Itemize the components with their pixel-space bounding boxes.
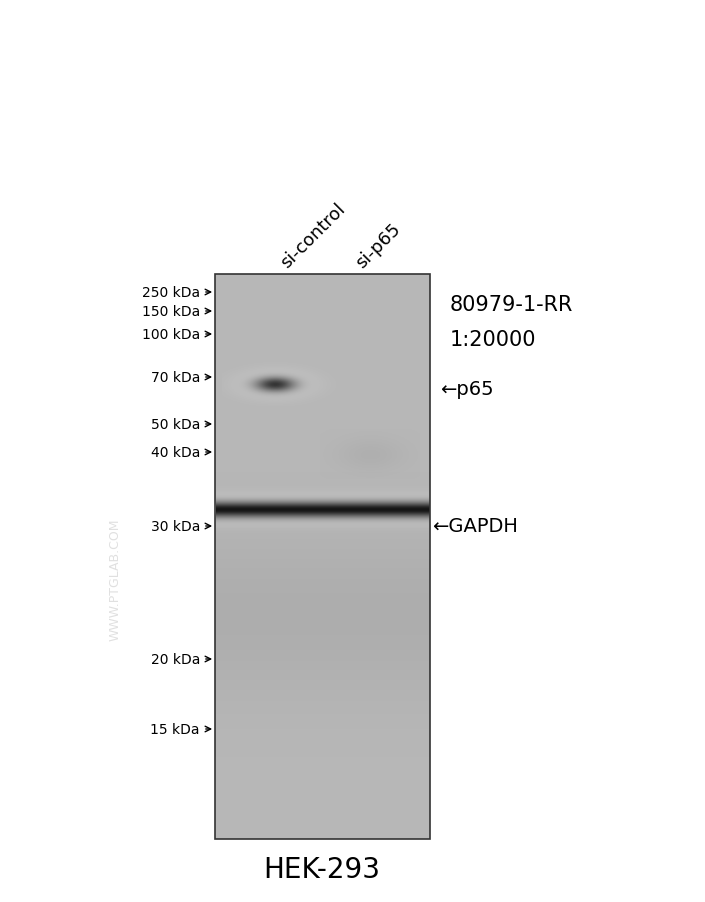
Text: 70 kDa: 70 kDa: [151, 371, 200, 384]
Text: 100 kDa: 100 kDa: [142, 327, 200, 342]
Text: 15 kDa: 15 kDa: [150, 723, 200, 736]
Text: 50 kDa: 50 kDa: [151, 418, 200, 431]
Text: HEK-293: HEK-293: [264, 855, 381, 883]
Text: WWW.PTGLAB.COM: WWW.PTGLAB.COM: [109, 518, 121, 640]
Text: 30 kDa: 30 kDa: [151, 520, 200, 533]
Text: 250 kDa: 250 kDa: [142, 286, 200, 299]
Text: 20 kDa: 20 kDa: [151, 652, 200, 667]
Text: 40 kDa: 40 kDa: [151, 446, 200, 459]
Text: si-control: si-control: [277, 200, 349, 272]
Text: 150 kDa: 150 kDa: [142, 305, 200, 318]
Text: 80979-1-RR: 80979-1-RR: [450, 295, 573, 315]
Text: 1:20000: 1:20000: [450, 329, 537, 350]
Text: si-p65: si-p65: [352, 220, 404, 272]
Bar: [215, 275, 430, 839]
Text: ←GAPDH: ←GAPDH: [432, 517, 518, 536]
Text: ←p65: ←p65: [440, 380, 494, 399]
